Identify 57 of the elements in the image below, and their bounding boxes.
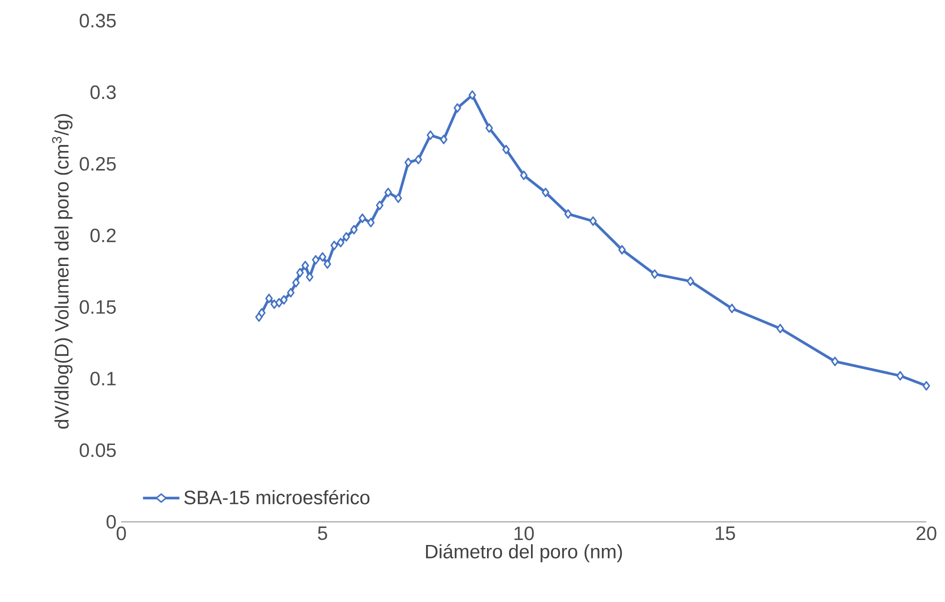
point	[831, 356, 839, 366]
point	[296, 268, 304, 278]
point	[896, 371, 904, 381]
point	[358, 214, 366, 224]
point	[280, 295, 288, 305]
point	[650, 269, 658, 279]
point	[330, 240, 338, 250]
point	[324, 259, 332, 269]
point	[426, 130, 434, 140]
point	[376, 200, 384, 210]
point	[922, 381, 930, 391]
point	[520, 170, 528, 180]
y-tick-label: 0.1	[90, 372, 116, 386]
point	[618, 245, 626, 255]
point	[589, 216, 597, 226]
point	[350, 225, 358, 235]
x-tick-label: 0	[116, 526, 126, 540]
point	[342, 232, 350, 242]
x-tick-label: 5	[318, 526, 328, 540]
point	[306, 272, 314, 282]
point	[367, 218, 375, 228]
y-tick-label: 0.25	[80, 157, 116, 171]
y-tick-label: 0.3	[90, 86, 116, 100]
point	[384, 188, 392, 198]
point	[468, 90, 476, 100]
y-tick-label: 0.2	[90, 228, 116, 242]
point	[336, 238, 344, 248]
point	[776, 324, 784, 334]
point	[404, 158, 412, 168]
point	[292, 278, 300, 288]
point	[454, 103, 462, 113]
point	[440, 134, 448, 144]
y-tick-label: 0.35	[80, 14, 116, 28]
point	[564, 209, 572, 219]
legend-label: SBA-15 microesférico	[184, 490, 370, 504]
point	[275, 298, 283, 308]
point	[302, 260, 309, 270]
point	[258, 308, 266, 318]
point	[265, 294, 273, 304]
point	[542, 188, 550, 198]
x-tick-label: 15	[716, 526, 736, 540]
y-axis-title: dV/dlog(D) Volumen del poro (cm$^{3}$/g)	[52, 114, 72, 429]
point	[318, 252, 326, 262]
y-tick-label: 0	[106, 515, 116, 529]
point	[394, 194, 402, 204]
x-tick-label: 10	[514, 526, 534, 540]
point	[414, 154, 422, 164]
point	[312, 255, 320, 265]
x-tick-label: 20	[916, 526, 936, 540]
point	[287, 288, 294, 298]
y-tick-label: 0.05	[80, 443, 116, 458]
x-axis-title: Diámetro del poro (nm)	[426, 544, 622, 562]
point	[728, 304, 736, 314]
point	[502, 144, 510, 154]
point	[686, 276, 694, 286]
point	[485, 123, 493, 133]
y-tick-label: 0.15	[80, 300, 116, 314]
